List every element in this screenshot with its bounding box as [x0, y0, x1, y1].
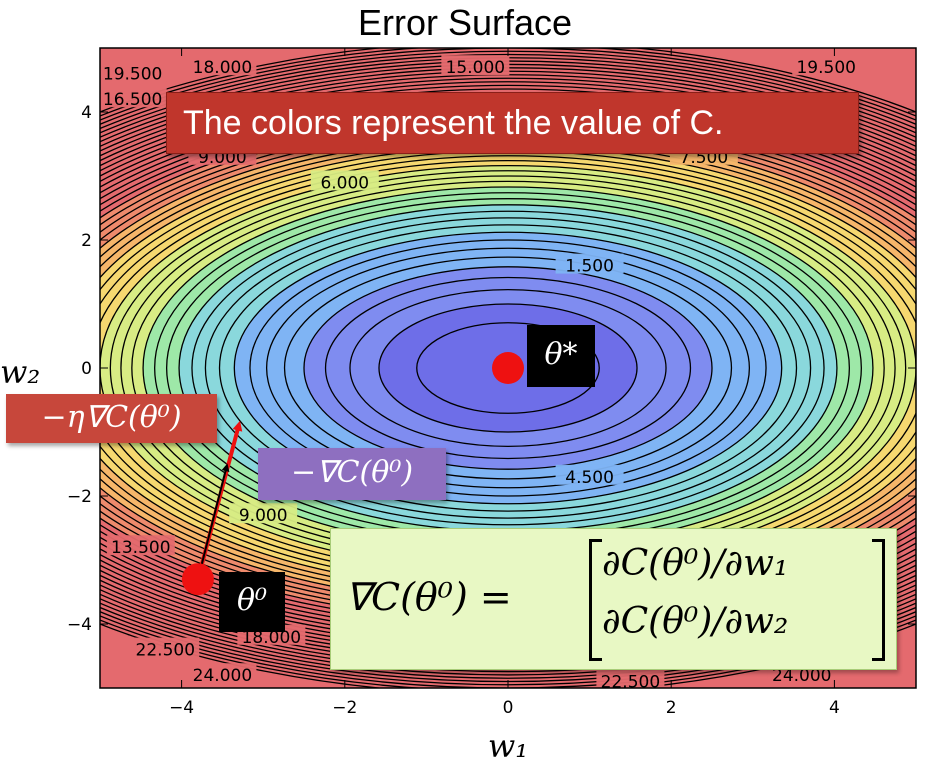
- y-tick-label: −2: [67, 487, 92, 507]
- y-tick-label: 0: [81, 359, 92, 379]
- contour-line: [249, 239, 767, 497]
- formula-row-1: ∂C(θ⁰)/∂w₁: [602, 543, 789, 584]
- colors-explanation-banner: The colors represent the value of C.: [166, 92, 859, 154]
- contour-label-bg: [188, 55, 257, 76]
- contour-line: [324, 276, 692, 460]
- contour-line: [265, 247, 751, 489]
- contour-label-bg: [188, 663, 257, 684]
- contour-label: 1.500: [565, 257, 614, 277]
- x-tick-label: 0: [503, 698, 514, 718]
- contour-label: 4.500: [565, 468, 614, 488]
- contour-line: [378, 303, 638, 433]
- formula-lhs: ᐁC(θ⁰) =: [345, 575, 512, 619]
- contour-label: 19.500: [796, 58, 855, 78]
- contour-label-bg: [441, 55, 510, 76]
- contour-line: [191, 210, 825, 526]
- contour-line: [416, 322, 600, 414]
- contour-label: 15.000: [446, 58, 505, 78]
- contour-label: 6.000: [320, 173, 369, 193]
- contour-label-bg: [100, 61, 167, 82]
- theta-0-label: θ⁰: [219, 572, 285, 632]
- contour-label-bg: [555, 464, 624, 485]
- contour-line: [218, 224, 798, 512]
- contour-line: [349, 288, 667, 448]
- x-tick-label: −2: [332, 698, 357, 718]
- formula-vector: ∂C(θ⁰)/∂w₁ ∂C(θ⁰)/∂w₂: [589, 539, 885, 661]
- contour-label-bg: [229, 503, 298, 524]
- contour-label-bg: [596, 669, 665, 688]
- chart-title: Error Surface: [357, 2, 573, 43]
- theta-0-point: [181, 563, 214, 596]
- negative-gradient-label: −ᐁC(θ⁰): [258, 448, 446, 500]
- contour-label: 16.500: [103, 90, 162, 110]
- contour-label-bg: [106, 535, 175, 556]
- y-tick-label: 4: [81, 103, 92, 123]
- y-tick-label: −4: [67, 615, 92, 635]
- gradient-formula-box: ᐁC(θ⁰) = ∂C(θ⁰)/∂w₁ ∂C(θ⁰)/∂w₂: [330, 528, 897, 670]
- contour-line: [303, 266, 713, 470]
- y-tick-label: 2: [81, 231, 92, 251]
- contour-label: 24.000: [772, 666, 831, 686]
- formula-row-2: ∂C(θ⁰)/∂w₂: [602, 601, 789, 642]
- contour-line: [204, 217, 812, 519]
- contour-label: 18.000: [193, 58, 252, 78]
- parameter-points: [181, 352, 524, 596]
- negative-gradient-arrow: [196, 463, 230, 580]
- x-axis-ticks: −4 −2 0 2 4: [169, 48, 840, 718]
- x-axis-label: w₁: [488, 727, 528, 765]
- theta-star-point: [492, 352, 524, 384]
- contour-label: 24.000: [193, 666, 252, 686]
- eta-step-label: −ηᐁC(θ⁰): [6, 394, 217, 443]
- y-axis-label: w₂: [0, 353, 40, 391]
- x-tick-label: −4: [169, 698, 194, 718]
- x-tick-label: 4: [829, 698, 840, 718]
- contour-line: [283, 256, 733, 480]
- contour-label-bg: [131, 637, 200, 658]
- contour-label-bg: [310, 170, 379, 191]
- x-tick-label: 2: [666, 698, 677, 718]
- contour-line: [233, 231, 783, 505]
- contour-label: 19.500: [103, 65, 162, 85]
- contour-label-bg: [792, 55, 861, 76]
- y-axis-ticks: −4 −2 0 2 4: [67, 103, 916, 635]
- theta-star-label: θ*: [527, 325, 595, 387]
- contour-label-bg: [100, 87, 167, 108]
- contour-label: 22.500: [136, 641, 195, 661]
- contour-label: 22.500: [601, 673, 660, 693]
- contour-label: 13.500: [111, 538, 170, 558]
- contour-label-bg: [555, 253, 624, 274]
- gradient-arrows: [195, 420, 243, 580]
- contour-label: 9.000: [239, 506, 288, 526]
- contour-label: 18.000: [242, 628, 301, 648]
